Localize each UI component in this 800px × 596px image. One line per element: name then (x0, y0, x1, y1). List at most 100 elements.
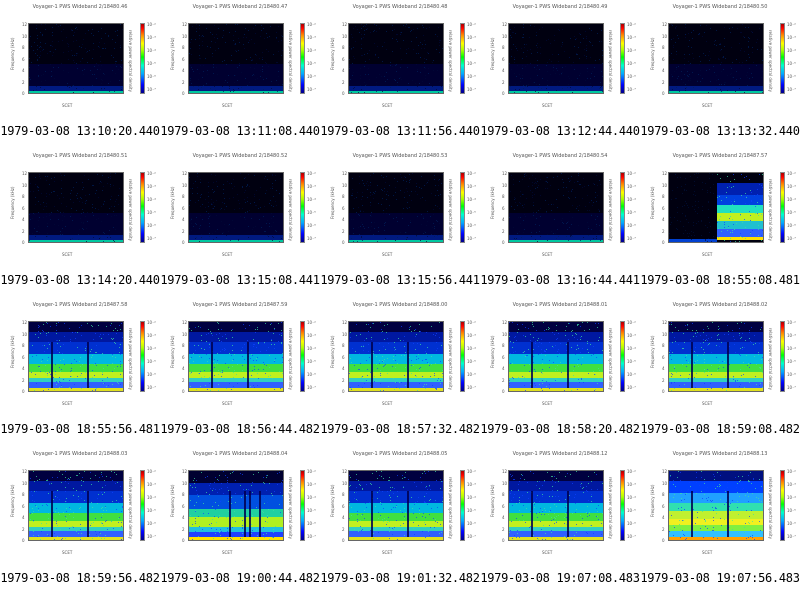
footer-label: SCET (542, 401, 553, 406)
colorbar-tick-label: 10⁻⁷ (467, 534, 476, 539)
y-tick-label: 10 (342, 182, 348, 188)
colorbar-tick-label: 10⁻⁷ (307, 87, 316, 92)
y-tick-label: 8 (22, 492, 25, 497)
y-tick-label: 8 (502, 194, 505, 199)
panel-caption: 1979-03-08 19:07:08.483 (480, 571, 640, 585)
colorbar-tick-label: 10⁻⁴ (787, 495, 796, 500)
colorbar-tick-label: 10⁻⁴ (147, 48, 156, 53)
footer-label: SCET (62, 252, 73, 257)
y-axis-label: Frequency (kHz) (10, 37, 15, 70)
y-tick-label: 0 (342, 240, 345, 245)
y-tick-label: 10 (182, 33, 188, 39)
y-tick-label: 2 (182, 228, 185, 234)
y-tick-label: 6 (502, 503, 505, 509)
y-axis-label: Frequency (kHz) (10, 484, 15, 517)
colorbar-label: relative power spectral density (288, 328, 293, 390)
colorbar-tick-label: 10⁻⁶ (787, 74, 796, 79)
footer-label: SCET (222, 550, 233, 555)
colorbar-tick-label: 10⁻⁵ (467, 508, 476, 513)
y-tick-label: 2 (662, 79, 665, 85)
colorbar (140, 172, 145, 243)
colorbar-label: relative power spectral density (608, 30, 613, 92)
y-tick-label: 12 (342, 320, 348, 325)
y-axis-label: Frequency (kHz) (330, 335, 335, 368)
panel-title: Voyager-1 PWS Wideband 2/18480.46 (32, 4, 128, 10)
colorbar-tick-label: 10⁻⁶ (627, 521, 636, 526)
y-tick-label: 2 (502, 228, 505, 234)
y-tick-label: 8 (182, 343, 185, 348)
y-tick-label: 4 (342, 366, 345, 371)
spectrogram-panel: Voyager-1 PWS Wideband 2/18488.01 Frequen… (480, 298, 640, 447)
panel-title: Voyager-1 PWS Wideband 2/18480.48 (352, 4, 448, 10)
panel-caption: 1979-03-08 13:11:56.440 (320, 124, 480, 138)
spectrogram-plot (28, 321, 124, 392)
y-tick-label: 6 (502, 354, 505, 360)
footer-label: SCET (62, 401, 73, 406)
colorbar-tick-label: 10⁻⁶ (787, 521, 796, 526)
y-tick-label: 2 (22, 377, 25, 383)
y-tick-label: 12 (342, 469, 348, 474)
y-tick-label: 12 (662, 320, 668, 325)
y-tick-label: 0 (182, 91, 185, 96)
spectrogram-image (509, 471, 603, 540)
y-tick-label: 6 (662, 354, 665, 360)
colorbar-tick-label: 10⁻² (627, 469, 636, 474)
y-tick-label: 12 (502, 469, 508, 474)
colorbar-tick-label: 10⁻⁵ (627, 508, 636, 513)
y-axis-label: Frequency (kHz) (650, 484, 655, 517)
colorbar-label: relative power spectral density (288, 477, 293, 539)
y-tick-label: 10 (182, 331, 188, 337)
colorbar-tick-label: 10⁻⁴ (787, 346, 796, 351)
y-tick-label: 4 (342, 217, 345, 222)
panel-caption: 1979-03-08 18:57:32.482 (320, 422, 480, 436)
colorbar-tick-label: 10⁻⁵ (467, 210, 476, 215)
colorbar-tick-label: 10⁻² (147, 22, 156, 27)
y-tick-label: 10 (22, 33, 28, 39)
y-tick-label: 12 (22, 171, 28, 176)
panel-title: Voyager-1 PWS Wideband 2/18480.51 (32, 153, 128, 159)
y-tick-label: 2 (662, 377, 665, 383)
y-axis-label: Frequency (kHz) (10, 186, 15, 219)
y-tick-label: 4 (662, 366, 665, 371)
y-tick-label: 4 (502, 217, 505, 222)
y-tick-label: 4 (182, 515, 185, 520)
y-tick-label: 12 (342, 171, 348, 176)
colorbar-tick-label: 10⁻⁴ (787, 197, 796, 202)
y-tick-label: 0 (662, 538, 665, 543)
colorbar-tick-label: 10⁻² (627, 171, 636, 176)
colorbar-tick-label: 10⁻⁵ (307, 359, 316, 364)
y-tick-label: 4 (22, 366, 25, 371)
y-tick-label: 8 (342, 45, 345, 50)
colorbar-tick-label: 10⁻³ (147, 333, 156, 338)
y-tick-label: 8 (182, 492, 185, 497)
colorbar-tick-label: 10⁻³ (307, 333, 316, 338)
colorbar-tick-label: 10⁻⁶ (467, 521, 476, 526)
y-tick-label: 8 (342, 492, 345, 497)
colorbar (620, 23, 625, 94)
y-tick-label: 4 (502, 68, 505, 73)
y-tick-label: 6 (22, 56, 25, 62)
colorbar-tick-label: 10⁻³ (467, 333, 476, 338)
y-tick-label: 10 (342, 331, 348, 337)
spectrogram-image (29, 322, 123, 391)
colorbar-tick-label: 10⁻⁶ (307, 372, 316, 377)
colorbar-tick-label: 10⁻² (147, 320, 156, 325)
spectrogram-panel: Voyager-1 PWS Wideband 2/18488.05 Frequen… (320, 447, 480, 596)
y-tick-label: 0 (22, 538, 25, 543)
spectrogram-image (29, 24, 123, 93)
y-tick-label: 4 (342, 68, 345, 73)
y-tick-label: 8 (502, 343, 505, 348)
colorbar-tick-label: 10⁻⁵ (627, 210, 636, 215)
y-tick-label: 6 (22, 205, 25, 211)
y-tick-label: 10 (502, 480, 508, 486)
colorbar-tick-label: 10⁻³ (307, 482, 316, 487)
y-tick-label: 0 (662, 240, 665, 245)
y-tick-label: 0 (662, 389, 665, 394)
colorbar (780, 470, 785, 541)
footer-label: SCET (222, 103, 233, 108)
colorbar-tick-label: 10⁻⁵ (307, 508, 316, 513)
y-axis-label: Frequency (kHz) (490, 186, 495, 219)
y-tick-label: 4 (342, 515, 345, 520)
spectrogram-plot (188, 470, 284, 541)
y-tick-label: 2 (342, 228, 345, 234)
